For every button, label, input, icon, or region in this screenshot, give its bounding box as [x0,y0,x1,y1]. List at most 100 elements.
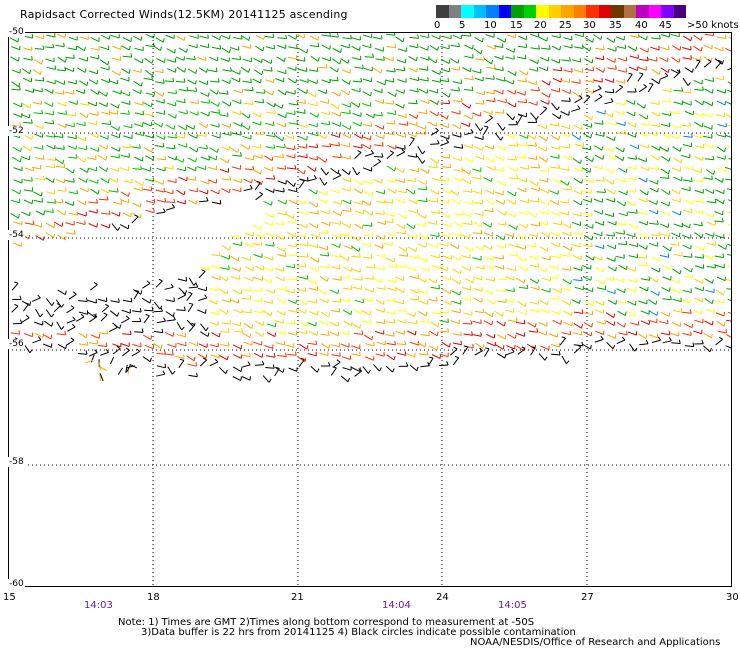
wind-barb [384,285,386,290]
wind-barb [568,143,571,149]
wind-vector [321,79,331,84]
wind-barb [711,320,714,326]
wind-barb [657,188,659,193]
wind-vector [387,91,396,97]
wind-barb [657,336,662,341]
wind-barb [229,102,232,107]
wind-vector [495,289,505,293]
wind-vector [211,254,221,257]
wind-vector [64,91,75,95]
wind-barb [534,323,537,328]
wind-barb [447,308,450,313]
wind-vector [155,37,164,43]
wind-vector [275,276,285,282]
wind-vector [244,232,254,237]
wind-vector [409,275,419,279]
wind-vector [385,257,395,263]
wind-barb [263,89,266,94]
wind-barb [602,155,605,160]
wind-barb [373,263,376,269]
wind-barb [284,165,287,170]
wind-vector [704,254,713,261]
wind-vector [35,210,45,216]
wind-barb [689,298,691,304]
wind-vector [416,223,426,227]
wind-barb [240,130,242,136]
wind-barb [93,281,98,286]
wind-barb [514,103,517,108]
wind-vector [23,134,33,140]
wind-barb [484,125,489,128]
wind-barb [459,291,461,296]
wind-barb [427,169,430,174]
wind-vector [75,89,85,94]
wind-barb [296,120,298,125]
wind-barb [482,308,485,313]
wind-vector [98,362,101,371]
wind-vector [529,180,538,187]
wind-barb [449,163,452,168]
wind-barb [458,66,461,71]
wind-vector [254,101,264,104]
wind-vector [407,132,417,138]
wind-barb [293,319,296,324]
wind-barb [725,245,727,250]
wind-barb [647,48,649,53]
wind-barb [557,200,559,205]
wind-vector [430,321,439,328]
wind-barb [515,156,517,161]
wind-vector [296,265,306,268]
wind-vector [573,167,583,172]
wind-barb [511,348,515,353]
wind-barb [284,311,286,316]
wind-barb [523,278,526,284]
wind-barb [116,110,119,115]
wind-vector [112,90,122,95]
wind-vector [274,368,280,377]
wind-barb [470,220,473,225]
wind-vector [55,44,65,48]
wind-barb [469,266,472,271]
wind-barb [370,149,375,154]
wind-vector [473,276,482,281]
wind-barb [63,163,66,168]
wind-vector [286,231,296,238]
wind-vector [186,319,194,327]
wind-barb [31,56,33,61]
wind-vector [429,110,438,117]
wind-vector [484,189,494,195]
wind-barb [173,125,176,130]
wind-barb [296,308,298,313]
wind-vector [683,323,693,329]
wind-vector [582,213,592,217]
wind-barb [449,232,451,237]
wind-vector [351,245,360,252]
wind-vector [79,103,89,106]
wind-vector [35,308,41,318]
wind-vector [122,37,132,43]
wind-vector [57,234,66,241]
wind-barb [25,314,30,319]
wind-barb [425,185,428,190]
wind-barb [603,68,605,73]
wind-vector [274,268,284,272]
wind-barb [52,178,55,183]
wind-vector [462,212,472,218]
wind-barb [492,158,495,163]
wind-barb [389,150,394,154]
wind-barb [646,245,648,250]
wind-vector [485,199,494,205]
wind-barb [472,75,474,80]
wind-barb [458,86,460,92]
wind-barb [329,142,332,148]
wind-vector [508,243,518,248]
wind-vector [189,35,199,39]
wind-vector [108,111,119,115]
wind-vector [143,102,152,108]
wind-barb [514,213,517,218]
wind-vector [416,155,423,164]
wind-vector [263,310,272,317]
wind-vector [46,191,56,195]
wind-vector [616,339,626,345]
wind-vector [341,222,351,229]
